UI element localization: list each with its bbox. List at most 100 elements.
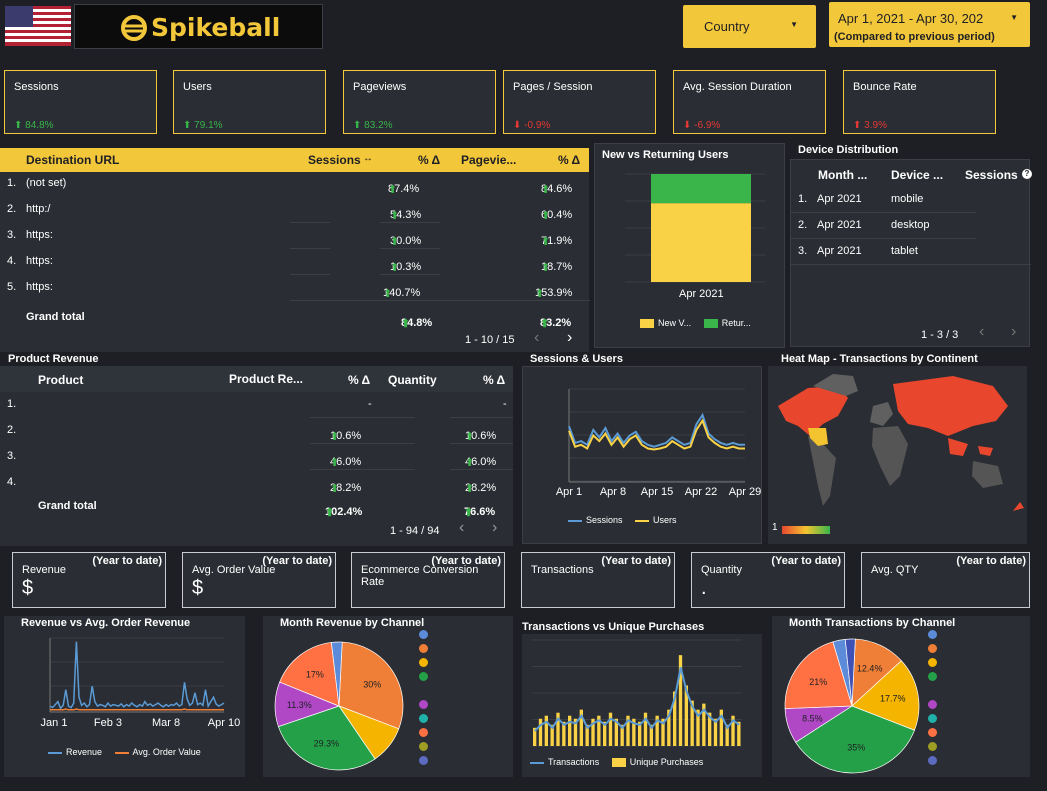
x-tick-label: Feb 3 — [94, 717, 122, 729]
device-cell: mobile — [891, 193, 924, 205]
chart-title: Revenue vs Avg. Order Revenue — [21, 617, 191, 629]
kpi-pageviews[interactable]: Pageviews ⬆ 83.2% — [343, 70, 496, 134]
legend-dot — [419, 658, 428, 667]
kpi-users[interactable]: Users ⬆ 79.1% — [173, 70, 326, 134]
country-dropdown[interactable]: Country ▼ — [683, 5, 816, 48]
legend-dot — [419, 728, 428, 737]
delta-value: 28.2% — [465, 482, 497, 494]
column-header-product-revenue[interactable]: Product Re... — [229, 372, 304, 386]
delta-value: 102.4% — [325, 506, 363, 518]
table-row[interactable]: 1. - - — [0, 392, 513, 418]
table-row[interactable]: 2. http:/ 54.3% ⬆ 60.4% ⬆ — [0, 197, 589, 223]
column-header-device[interactable]: Device ... — [891, 168, 944, 182]
bar-unique-purchases — [643, 712, 648, 746]
x-tick-label: Mar 8 — [152, 717, 180, 729]
pie-slice-label: 30% — [363, 679, 381, 689]
ytd-label: Transactions — [531, 564, 594, 576]
ytd-revenue[interactable]: (Year to date) Revenue $ — [12, 552, 166, 608]
date-range-picker[interactable]: Apr 1, 2021 - Apr 30, 202 ▼ (Compared to… — [829, 2, 1030, 47]
sort-icon[interactable]: ↔ — [363, 153, 373, 164]
table-row[interactable]: 4. https: 10.3% ⬆ 18.7% ⬆ — [0, 249, 589, 275]
column-header-month[interactable]: Month ... — [818, 168, 868, 182]
url-cell: (not set) — [26, 177, 67, 189]
column-header-quantity[interactable]: Quantity — [388, 373, 437, 387]
column-header-sessions[interactable]: Sessions — [965, 168, 1018, 182]
legend-item: Sessions — [568, 515, 623, 525]
line-plot: Apr 1 Apr 8 Apr 15 Apr 22 Apr 29 — [556, 388, 761, 498]
bar-unique-purchases — [597, 715, 601, 746]
ytd-value: . — [701, 577, 707, 599]
row-divider — [791, 238, 976, 239]
legend-dot — [928, 658, 937, 667]
chevron-right-icon[interactable]: › — [567, 329, 573, 346]
heatmap-scale — [782, 526, 830, 534]
bar-unique-purchases — [638, 721, 642, 746]
legend-label: Users — [653, 515, 677, 525]
column-header-pageviews-delta[interactable]: % Δ — [558, 153, 581, 167]
ytd-avg-order-value[interactable]: (Year to date) Avg. Order Value $ — [182, 552, 336, 608]
column-header-pageviews[interactable]: Pagevie... — [461, 153, 517, 167]
ytd-avg-qty[interactable]: (Year to date) Avg. QTY — [861, 552, 1030, 608]
legend-item: Transactions — [530, 757, 599, 767]
chevron-down-icon: ▼ — [1010, 13, 1018, 22]
kpi-delta: ⬆ 3.9% — [853, 120, 887, 131]
legend-label: Transactions — [548, 757, 600, 767]
legend-item: Revenue — [48, 747, 102, 757]
grand-total-row: Grand total 102.4% ⬆ 76.6% ⬆ — [0, 494, 513, 520]
chevron-left-icon[interactable]: ‹ — [534, 329, 540, 346]
ytd-quantity[interactable]: (Year to date) Quantity . — [691, 552, 845, 608]
bar-unique-purchases — [737, 721, 741, 746]
chevron-right-icon[interactable]: › — [492, 519, 498, 536]
chevron-left-icon[interactable]: ‹ — [459, 519, 465, 536]
world-map-icon — [778, 374, 1024, 511]
table-row[interactable]: 1. (not set) 87.4% ⬆ 84.6% ⬆ — [0, 171, 589, 197]
table-row[interactable]: 1. Apr 2021 mobile — [791, 187, 1031, 213]
chevron-right-icon[interactable]: › — [1011, 323, 1017, 340]
arrow-up-icon: ⬆ — [541, 210, 551, 222]
pie-slice-label: 21% — [809, 677, 827, 687]
url-cell: https: — [26, 255, 53, 267]
delta-value: 10.6% — [465, 430, 497, 442]
kpi-delta-value: 79.1% — [194, 120, 223, 131]
table-row[interactable]: 2. 10.6% ⬆ 10.6% ⬆ — [0, 418, 513, 444]
table-header: Month ... Device ... Sessions ? — [791, 160, 1032, 186]
destination-url-table: Destination URL Sessions ↔ % Δ Pagevie..… — [0, 148, 590, 352]
table-row[interactable]: 3. Apr 2021 tablet — [791, 239, 1031, 265]
ytd-transactions[interactable]: (Year to date) Transactions — [521, 552, 675, 608]
arrow-up-icon: ⬆ — [541, 262, 551, 274]
pie-plot: 12.4% 17.7% 35% 8.5% 21% — [784, 638, 920, 774]
kpi-delta-value: 84.8% — [25, 120, 54, 131]
column-header-revenue-delta[interactable]: % Δ — [348, 373, 371, 387]
kpi-sessions[interactable]: Sessions ⬆ 84.8% — [4, 70, 157, 134]
bar-unique-purchases — [550, 724, 554, 746]
arrow-up-icon: ⬆ — [390, 262, 400, 274]
pie-slice-label: 17.7% — [880, 693, 906, 703]
revenue-chart: Revenue vs Avg. Order Revenue Jan 1 Feb 3… — [4, 616, 245, 777]
table-row[interactable]: 2. Apr 2021 desktop — [791, 213, 1031, 239]
series-line-transactions — [534, 667, 740, 732]
kpi-avg-session-duration[interactable]: Avg. Session Duration ⬇ -6.9% — [673, 70, 826, 134]
column-header-quantity-delta[interactable]: % Δ — [483, 373, 506, 387]
delta-value: 76.6% — [464, 506, 496, 518]
kpi-delta: ⬇ -6.9% — [683, 120, 720, 131]
column-header-url[interactable]: Destination URL — [26, 153, 120, 167]
column-header-product[interactable]: Product — [38, 373, 84, 387]
chevron-left-icon[interactable]: ‹ — [979, 323, 985, 340]
pie-legend — [419, 630, 439, 770]
bar-unique-purchases — [702, 703, 706, 746]
ytd-ecommerce-conversion-rate[interactable]: (Year to date) Ecommerce Conversion Rate — [351, 552, 505, 608]
kpi-bounce-rate[interactable]: Bounce Rate ⬆ 3.9% — [843, 70, 996, 134]
column-header-sessions-delta[interactable]: % Δ — [418, 153, 441, 167]
table-row[interactable]: 5. https: 140.7% ⬆ 153.9% ⬆ — [0, 275, 589, 301]
table-row[interactable]: 3. 46.0% ⬆ 46.0% ⬆ — [0, 444, 513, 470]
chart-legend: New V... Retur... — [640, 318, 751, 329]
legend-label: Avg. Order Value — [132, 747, 201, 757]
kpi-pages-per-session[interactable]: Pages / Session ⬇ -0.9% — [503, 70, 656, 134]
pie-slice — [330, 641, 343, 707]
table-row[interactable]: 4. 28.2% ⬆ 28.2% ⬆ — [0, 470, 513, 496]
arrow-up-icon: ⬆ — [464, 507, 474, 519]
legend-dot — [928, 728, 937, 737]
help-icon[interactable]: ? — [1022, 169, 1032, 179]
column-header-sessions[interactable]: Sessions — [308, 153, 361, 167]
table-row[interactable]: 3. https: 30.0% ⬆ 71.9% ⬆ — [0, 223, 589, 249]
